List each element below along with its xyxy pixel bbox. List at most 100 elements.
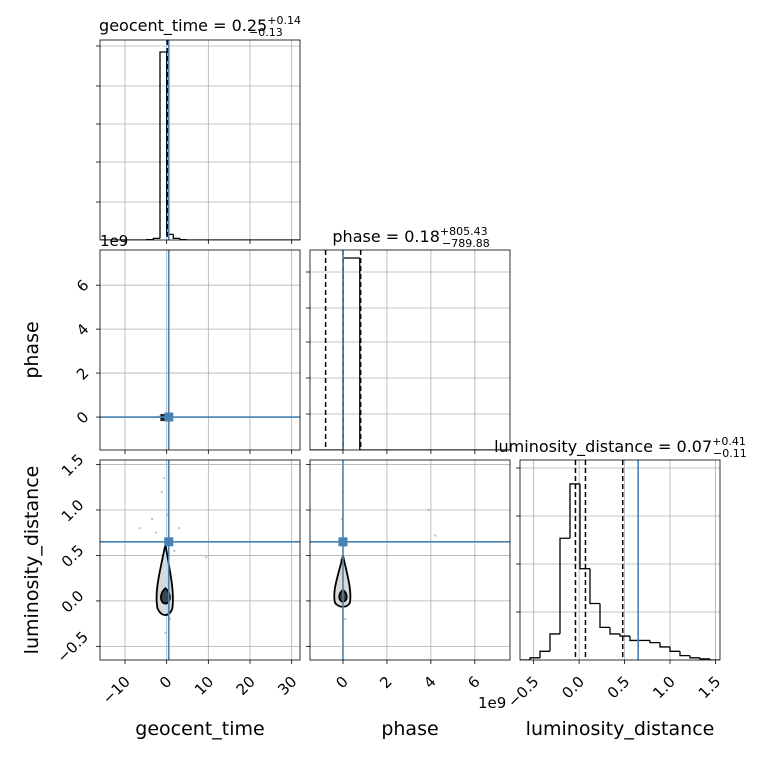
phase-geocent-plot-area bbox=[100, 250, 300, 450]
lumdist-geocent-point-10 bbox=[205, 556, 208, 559]
lumdist-phase-truth-marker bbox=[338, 537, 348, 547]
phase-x-offset-text: 1e9 bbox=[478, 694, 506, 712]
phase-yticklabel-0: 0 bbox=[73, 408, 92, 427]
y-axis-label-luminosity_distance: luminosity_distance bbox=[21, 466, 43, 655]
lumdist-phase-point-6 bbox=[427, 508, 430, 512]
lumdist-geocent-frame bbox=[99, 459, 301, 661]
phase-geocent-frame bbox=[99, 249, 301, 451]
lumdist-hist-bin-4 bbox=[559, 537, 570, 634]
luminosity_distance-vs-phase-panel bbox=[306, 459, 511, 664]
luminosity_distance-histogram-panel bbox=[516, 459, 721, 664]
phase-xticklabel-2: 4 bbox=[420, 673, 439, 692]
lumdist-hist-bin-17 bbox=[689, 655, 700, 659]
phase-geocent-truth-marker bbox=[164, 412, 174, 422]
lumdist-hist-bin-11 bbox=[629, 636, 640, 642]
phase-hist-bin-2 bbox=[342, 257, 360, 450]
phase-hist-grid bbox=[310, 250, 510, 450]
geocent_time-histogram-panel bbox=[96, 39, 301, 244]
phase-hist-frame bbox=[309, 249, 511, 451]
x-axis-label-geocent_time: geocent_time bbox=[135, 718, 264, 740]
phase-y-offset-text: 1e9 bbox=[100, 232, 128, 250]
lumdist-hist-bin-8 bbox=[599, 603, 610, 629]
geocent-hist-bin-11 bbox=[172, 234, 180, 240]
lumdist-xticklabel-4: 1.5 bbox=[695, 673, 725, 703]
lumdist-hist-bin-10 bbox=[619, 633, 630, 637]
lumdist-hist-frame bbox=[519, 459, 721, 661]
lumdist-hist-bin-6 bbox=[579, 483, 590, 570]
geocent-hist-grid bbox=[100, 40, 300, 240]
phase-yticklabel-3: 6 bbox=[73, 276, 92, 295]
lumdist-yticklabel-2: 0.5 bbox=[58, 541, 88, 571]
lumdist-hist-bin-14 bbox=[659, 642, 670, 648]
lumdist-yticklabel-3: 1.0 bbox=[58, 496, 88, 526]
lumdist-hist-bin-3 bbox=[549, 633, 560, 652]
lumdist-yticklabel-0: −0.5 bbox=[53, 628, 91, 666]
geocent-xticklabel-0: −10 bbox=[99, 673, 134, 708]
phase-vs-geocent_time-panel bbox=[96, 249, 301, 454]
lumdist-hist-grid bbox=[520, 460, 720, 660]
geocent-hist-bin-9 bbox=[159, 51, 167, 239]
phase-yticklabel-2: 4 bbox=[73, 320, 92, 339]
lumdist-xticklabel-1: 0.0 bbox=[558, 673, 588, 703]
lumdist-phase-point-5 bbox=[343, 617, 347, 621]
geocent-xticklabel-1: 0 bbox=[156, 673, 175, 692]
lumdist-geocent-point-4 bbox=[172, 549, 176, 553]
lumdist-xticklabel-3: 1.0 bbox=[649, 673, 679, 703]
lumdist-phase-frame bbox=[309, 459, 511, 661]
lumdist-geocent-point-0 bbox=[160, 490, 163, 494]
lumdist-geocent-plot-area bbox=[100, 460, 300, 660]
x-axis-label-phase: phase bbox=[381, 718, 438, 740]
phase-title: phase = 0.18+805.43 bbox=[332, 225, 487, 246]
phase-xticklabel-1: 2 bbox=[376, 673, 395, 692]
lumdist-hist-bin-18 bbox=[699, 657, 710, 660]
lumdist-phase-point-7 bbox=[434, 534, 437, 537]
phase-title-sub: −789.88 bbox=[442, 237, 490, 250]
geocent-xticklabel-3: 20 bbox=[233, 673, 259, 699]
lumdist-phase-plot-area bbox=[310, 460, 510, 660]
lumdist-geocent-point-1 bbox=[162, 476, 166, 480]
geocent_time-title-sub: −0.13 bbox=[249, 26, 283, 39]
lumdist-geocent-point-7 bbox=[150, 517, 154, 521]
lumdist-geocent-point-13 bbox=[164, 631, 167, 634]
lumdist-hist-bin-15 bbox=[669, 646, 680, 652]
lumdist-hist-bin-16 bbox=[679, 651, 690, 657]
lumdist-hist-plot-area bbox=[520, 460, 720, 660]
phase-histogram-panel bbox=[306, 249, 511, 454]
lumdist-geocent-point-9 bbox=[138, 526, 141, 530]
lumdist-hist-bin-2 bbox=[539, 650, 550, 658]
phase-geocent-grid bbox=[100, 250, 300, 450]
lumdist-geocent-point-8 bbox=[177, 526, 181, 530]
geocent-xticklabel-2: 10 bbox=[191, 673, 217, 699]
luminosity_distance-vs-geocent_time-panel bbox=[96, 459, 301, 664]
phase-yticklabel-1: 2 bbox=[73, 364, 92, 383]
lumdist-geocent-point-3 bbox=[155, 531, 158, 534]
lumdist-yticklabel-4: 1.5 bbox=[58, 450, 88, 480]
lumdist-yticklabel-1: 0.0 bbox=[58, 587, 88, 617]
lumdist-hist-bin-13 bbox=[649, 640, 660, 644]
geocent-hist-bin-10 bbox=[166, 52, 174, 236]
phase-hist-plot-area bbox=[310, 250, 510, 450]
lumdist-hist-bin-9 bbox=[609, 627, 620, 635]
geocent-hist-plot-area bbox=[100, 40, 300, 240]
geocent-hist-bin-8 bbox=[152, 237, 160, 240]
lumdist-geocent-truth-marker bbox=[164, 537, 174, 547]
phase-hist-bin-3 bbox=[359, 258, 377, 450]
lumdist-hist-bin-1 bbox=[529, 657, 540, 660]
luminosity_distance-title-sub: −0.11 bbox=[713, 447, 747, 460]
geocent-hist-bin-12 bbox=[179, 238, 187, 240]
lumdist-hist-bin-7 bbox=[589, 568, 600, 605]
lumdist-xticklabel-2: 0.5 bbox=[604, 673, 634, 703]
geocent_time-title: geocent_time = 0.25+0.14 bbox=[99, 14, 301, 36]
lumdist-xticklabel-0: −0.5 bbox=[504, 673, 542, 711]
geocent-xticklabel-4: 30 bbox=[274, 673, 300, 699]
geocent-hist-frame bbox=[99, 39, 301, 241]
lumdist-hist-bin-19 bbox=[709, 658, 720, 660]
phase-xticklabel-0: 0 bbox=[332, 673, 351, 692]
phase-xticklabel-3: 6 bbox=[464, 673, 483, 692]
x-axis-label-luminosity_distance: luminosity_distance bbox=[526, 718, 715, 740]
lumdist-hist-bin-5 bbox=[569, 483, 580, 539]
lumdist-geocent-grid bbox=[100, 460, 300, 660]
luminosity_distance-title: luminosity_distance = 0.07+0.41 bbox=[494, 435, 746, 457]
y-axis-label-phase: phase bbox=[21, 321, 43, 378]
